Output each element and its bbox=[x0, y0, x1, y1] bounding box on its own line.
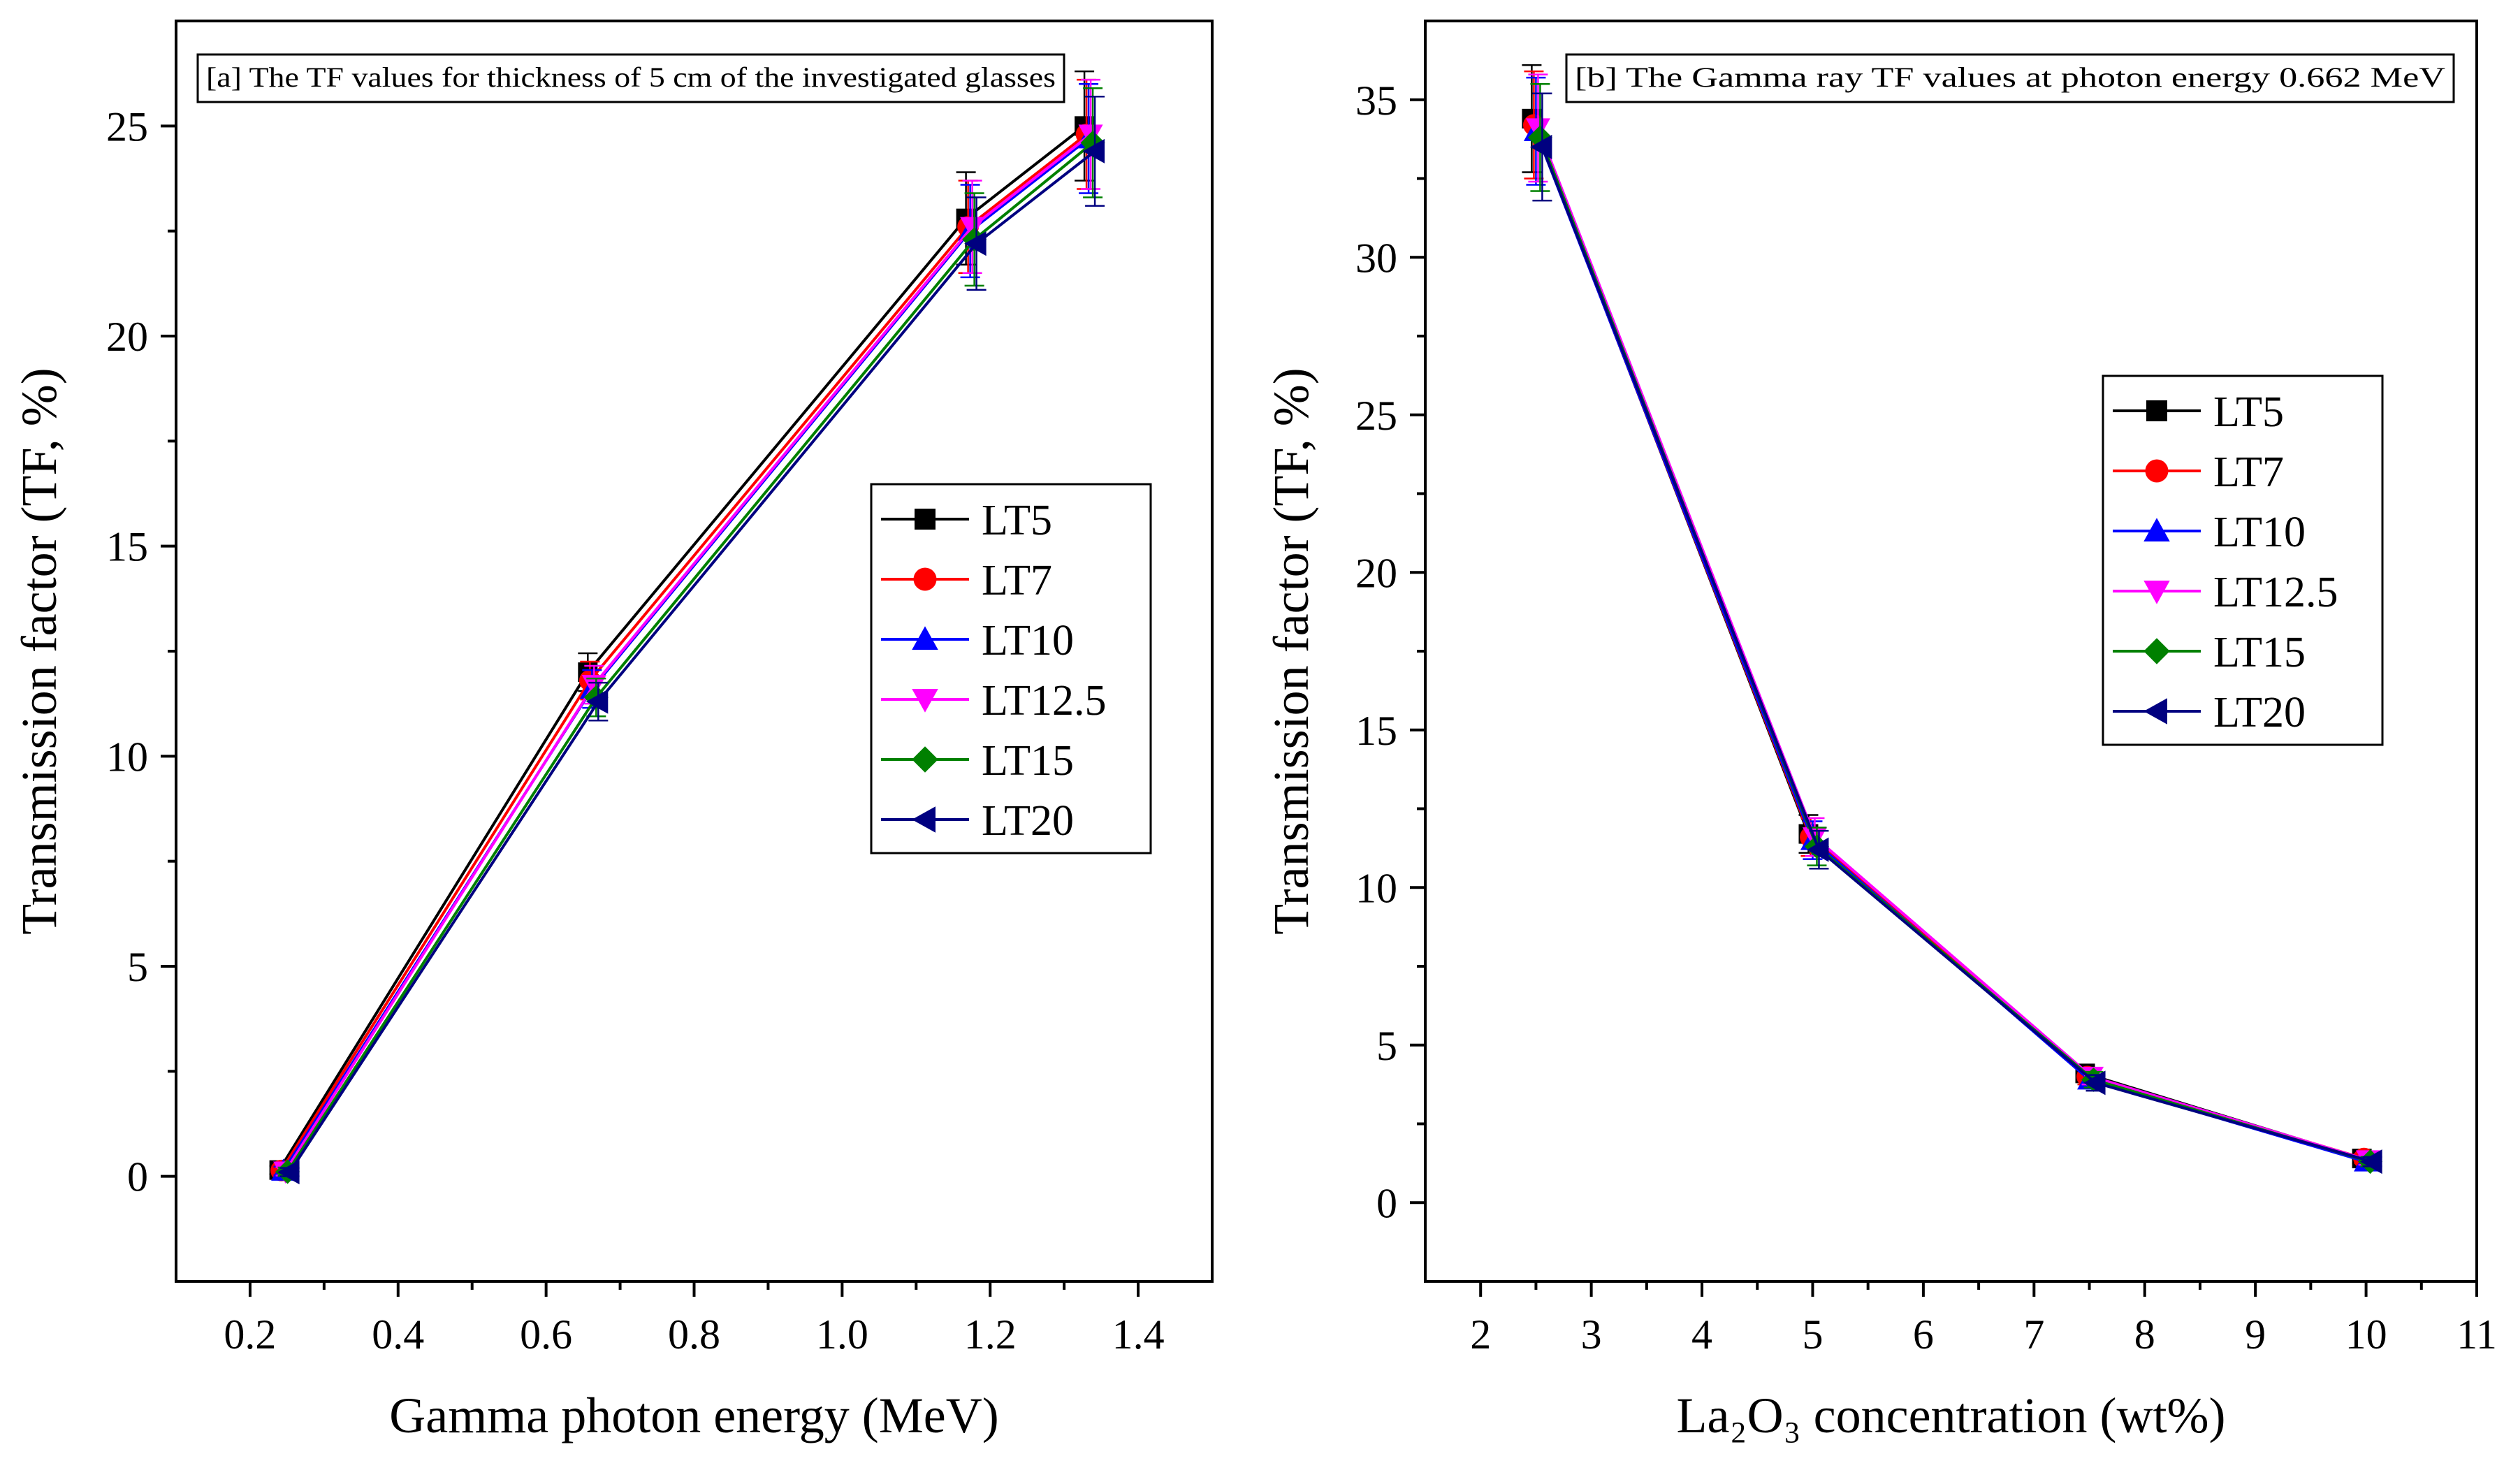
chart-panel-b: 2 3 4 5 6 7 8 9 10 11 0 5 10 15 20 25 30 35 La₂O₃ concentr… bbox=[1263, 20, 2497, 1443]
y-tick-label: 25 bbox=[1355, 393, 1397, 439]
x-tick-label: 10 bbox=[2345, 1311, 2387, 1358]
x-tick-label: 2 bbox=[1470, 1311, 1491, 1358]
x-tick-label: 0.2 bbox=[224, 1311, 276, 1358]
series-line bbox=[279, 133, 1088, 1172]
legend-label: LT15 bbox=[2213, 629, 2306, 676]
legend-label: LT20 bbox=[982, 797, 1074, 845]
legend-marker bbox=[2145, 459, 2169, 483]
y-tick-label: 5 bbox=[1376, 1023, 1397, 1069]
y-tick-label: 0 bbox=[127, 1154, 148, 1200]
legend-label: LT7 bbox=[2213, 449, 2284, 496]
series-line bbox=[1536, 127, 2369, 1162]
legend-label: LT12.5 bbox=[2213, 569, 2338, 616]
annotation-box bbox=[1565, 53, 2455, 103]
y-tick-label: 5 bbox=[127, 944, 148, 990]
x-tick-label: 5 bbox=[1802, 1311, 1823, 1358]
y-tick-label: 35 bbox=[1355, 78, 1397, 124]
series-LT20 bbox=[277, 95, 1105, 1185]
legend-label: LT10 bbox=[2213, 509, 2306, 556]
x-axis-title: Gamma photon energy (MeV) bbox=[389, 1388, 998, 1443]
legend-label: LT10 bbox=[982, 617, 1074, 664]
y-tick-label: 20 bbox=[1355, 550, 1397, 596]
legend-marker bbox=[2143, 638, 2170, 664]
legend-box bbox=[870, 483, 1152, 854]
series-LT20 bbox=[1529, 92, 2382, 1174]
data-point bbox=[581, 675, 606, 697]
x-tick-label: 8 bbox=[2134, 1311, 2155, 1358]
x-tick-label: 9 bbox=[2245, 1311, 2266, 1358]
y-tick-label: 25 bbox=[106, 103, 148, 150]
legend-marker bbox=[2143, 581, 2170, 604]
legend: LT5 LT7 LT10 LT12.5 LT15 LT20 bbox=[870, 483, 1152, 854]
legend: LT5 LT7 LT10 LT12.5 LT15 LT20 bbox=[2102, 374, 2384, 746]
x-tick-label: 1.0 bbox=[816, 1311, 868, 1358]
series-line bbox=[288, 150, 1096, 1173]
data-point bbox=[1529, 134, 1552, 159]
legend-label: LT15 bbox=[982, 737, 1074, 785]
data-point bbox=[964, 231, 987, 256]
y-tick-label: 15 bbox=[106, 524, 148, 570]
legend-marker bbox=[912, 689, 938, 713]
y-tick-label: 10 bbox=[1355, 865, 1397, 911]
y-tick-label: 0 bbox=[1376, 1180, 1397, 1226]
x-tick-label: 1.2 bbox=[964, 1311, 1017, 1358]
legend-label: LT12.5 bbox=[982, 677, 1107, 725]
data-point bbox=[1082, 138, 1105, 163]
x-tick-label: 1.4 bbox=[1112, 1311, 1165, 1358]
x-tick-label: 0.8 bbox=[668, 1311, 720, 1358]
x-tick-label: 0.4 bbox=[372, 1311, 424, 1358]
y-tick-label: 15 bbox=[1355, 708, 1397, 754]
legend-marker bbox=[915, 509, 936, 530]
series-line bbox=[277, 124, 1086, 1171]
annotation-text: [a] The TF values for thickness of 5 cm … bbox=[206, 61, 1056, 93]
x-tick-label: 11 bbox=[2456, 1311, 2497, 1358]
legend-marker bbox=[2146, 400, 2167, 421]
legend-marker bbox=[912, 746, 938, 773]
legend-marker bbox=[2143, 698, 2167, 725]
x-tick-label: 6 bbox=[1913, 1311, 1934, 1358]
legend-box bbox=[2102, 374, 2384, 746]
annotation-text: [b] The Gamma ray TF values at photon en… bbox=[1575, 61, 2445, 93]
data-point bbox=[585, 689, 609, 714]
annotation-box bbox=[196, 53, 1065, 103]
x-tick-label: 7 bbox=[2023, 1311, 2044, 1358]
series-line bbox=[1541, 146, 2373, 1163]
data-point bbox=[960, 217, 985, 240]
legend-label: LT20 bbox=[2213, 689, 2306, 736]
legend-label: LT7 bbox=[982, 557, 1052, 604]
x-tick-label: 0.6 bbox=[520, 1311, 572, 1358]
x-tick-label: 4 bbox=[1691, 1311, 1712, 1358]
legend-marker bbox=[913, 567, 937, 591]
data-point bbox=[1806, 837, 1829, 862]
data-point bbox=[277, 1160, 300, 1185]
y-axis-title: Transmission factor (TF, %) bbox=[1263, 368, 1319, 935]
legend-label: LT5 bbox=[2213, 388, 2284, 436]
y-tick-label: 20 bbox=[106, 314, 148, 360]
data-point bbox=[2083, 1070, 2106, 1096]
y-tick-label: 30 bbox=[1355, 235, 1397, 281]
legend-marker bbox=[912, 806, 936, 833]
x-axis-title: La₂O₃ concentration (wt%) bbox=[1677, 1388, 2226, 1443]
chart-panel-a: 0.2 0.4 0.6 0.8 1.0 1.2 1.4 0 5 10 15 20 25 Gamma pho… bbox=[11, 20, 1214, 1443]
data-point bbox=[2360, 1149, 2382, 1174]
legend-marker bbox=[2143, 518, 2170, 541]
series-line bbox=[286, 141, 1094, 1173]
y-tick-label: 10 bbox=[106, 734, 148, 780]
x-tick-label: 3 bbox=[1581, 1311, 1602, 1358]
legend-label: LT5 bbox=[982, 497, 1052, 544]
legend-marker bbox=[912, 626, 938, 650]
series-line bbox=[284, 133, 1092, 1172]
y-axis-title: Transmission factor (TF, %) bbox=[11, 368, 67, 935]
